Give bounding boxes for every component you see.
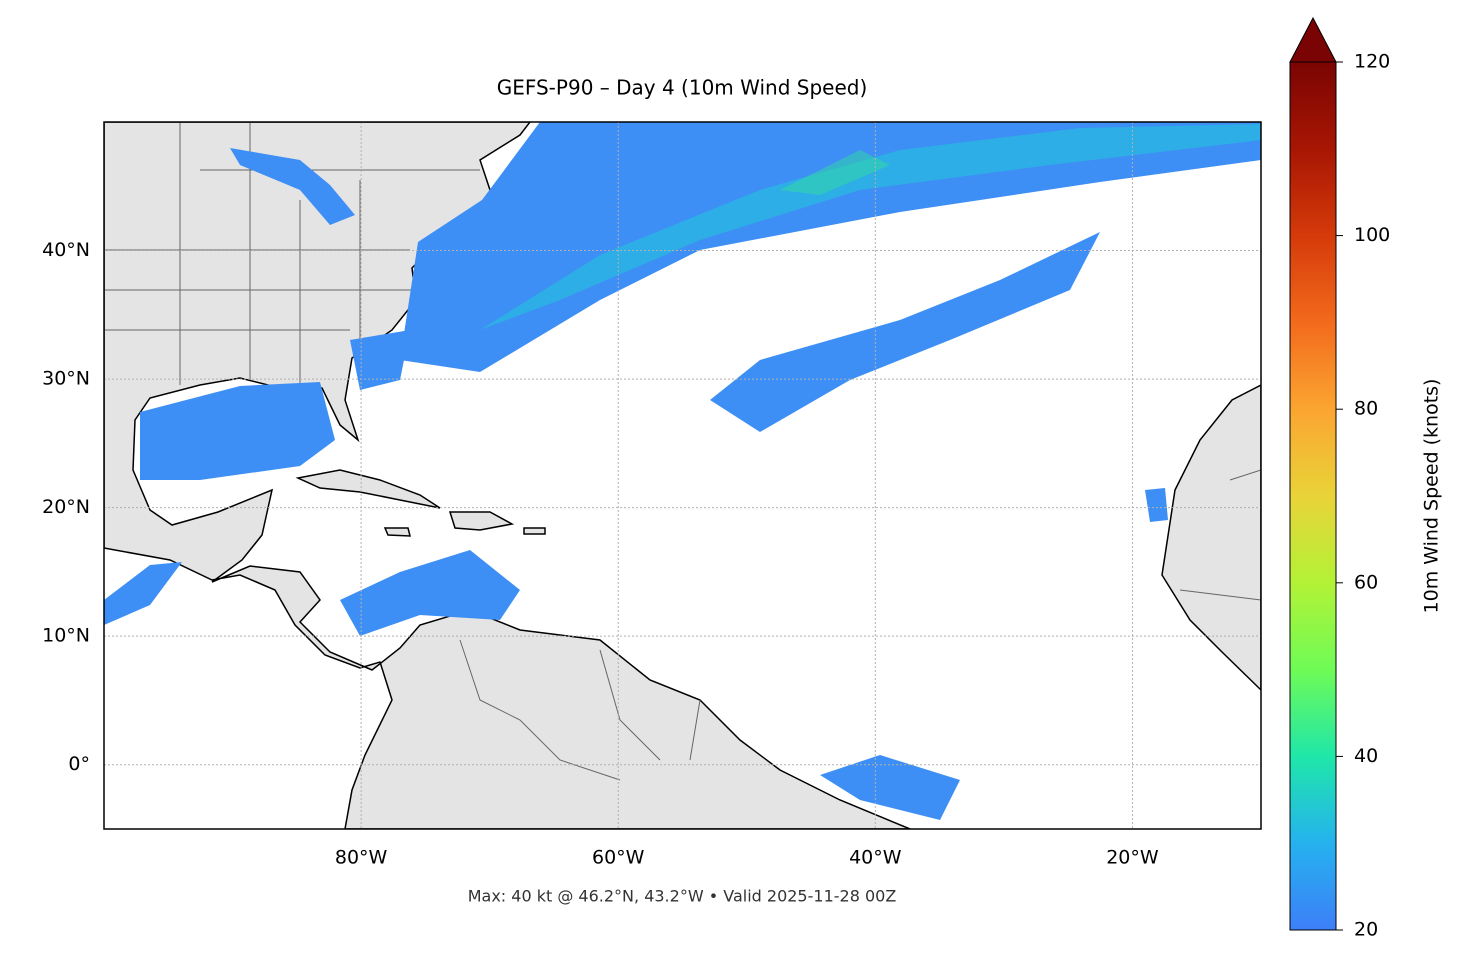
wind-field-max [780, 150, 890, 195]
jamaica [383, 527, 411, 537]
map-title: GEFS-P90 – Day 4 (10m Wind Speed) [497, 76, 868, 100]
colorbar-tick-label: 120 [1354, 51, 1390, 73]
wind-field [140, 382, 335, 480]
africa [1161, 384, 1261, 692]
wind-field [400, 122, 1261, 372]
x-tick-label: 40°W [849, 847, 902, 869]
wind-field-strong [480, 124, 1261, 330]
y-tick-label: 30°N [42, 368, 90, 390]
colorbar [1289, 61, 1337, 931]
x-tick-label: 80°W [335, 847, 388, 869]
y-tick-label: 20°N [42, 496, 90, 518]
graticule [104, 122, 1261, 829]
x-tick-label: 60°W [592, 847, 645, 869]
map-area [104, 122, 1261, 829]
y-tick-label: 40°N [42, 239, 90, 261]
puerto-rico [523, 527, 546, 535]
south-america-borders [459, 469, 1261, 781]
colorbar-tick-label: 80 [1354, 398, 1378, 420]
colorbar-tick-label: 100 [1354, 224, 1390, 246]
map-frame [103, 121, 1262, 830]
footer-note: Max: 40 kt @ 46.2°N, 43.2°W • Valid 2025… [468, 887, 897, 906]
y-tick-label: 0° [68, 753, 90, 775]
y-tick-label: 10°N [42, 625, 90, 647]
colorbar-tick-label: 60 [1354, 571, 1378, 593]
colorbar-label: 10m Wind Speed (knots) [1421, 379, 1443, 614]
colorbar-extend [1289, 16, 1337, 63]
wind-field [340, 550, 520, 636]
colorbar-ticks: 20 40 60 80 100 120 [1336, 51, 1390, 941]
ticks: 80°W 60°W 40°W 20°W 0° 10°N 20°N 30°N 40°N [42, 239, 1159, 868]
colorbar-tick-label: 40 [1354, 745, 1378, 767]
x-tick-label: 20°W [1106, 847, 1159, 869]
colorbar-tick-label: 20 [1354, 919, 1378, 941]
wind-field [710, 232, 1100, 432]
hispaniola [448, 511, 515, 531]
